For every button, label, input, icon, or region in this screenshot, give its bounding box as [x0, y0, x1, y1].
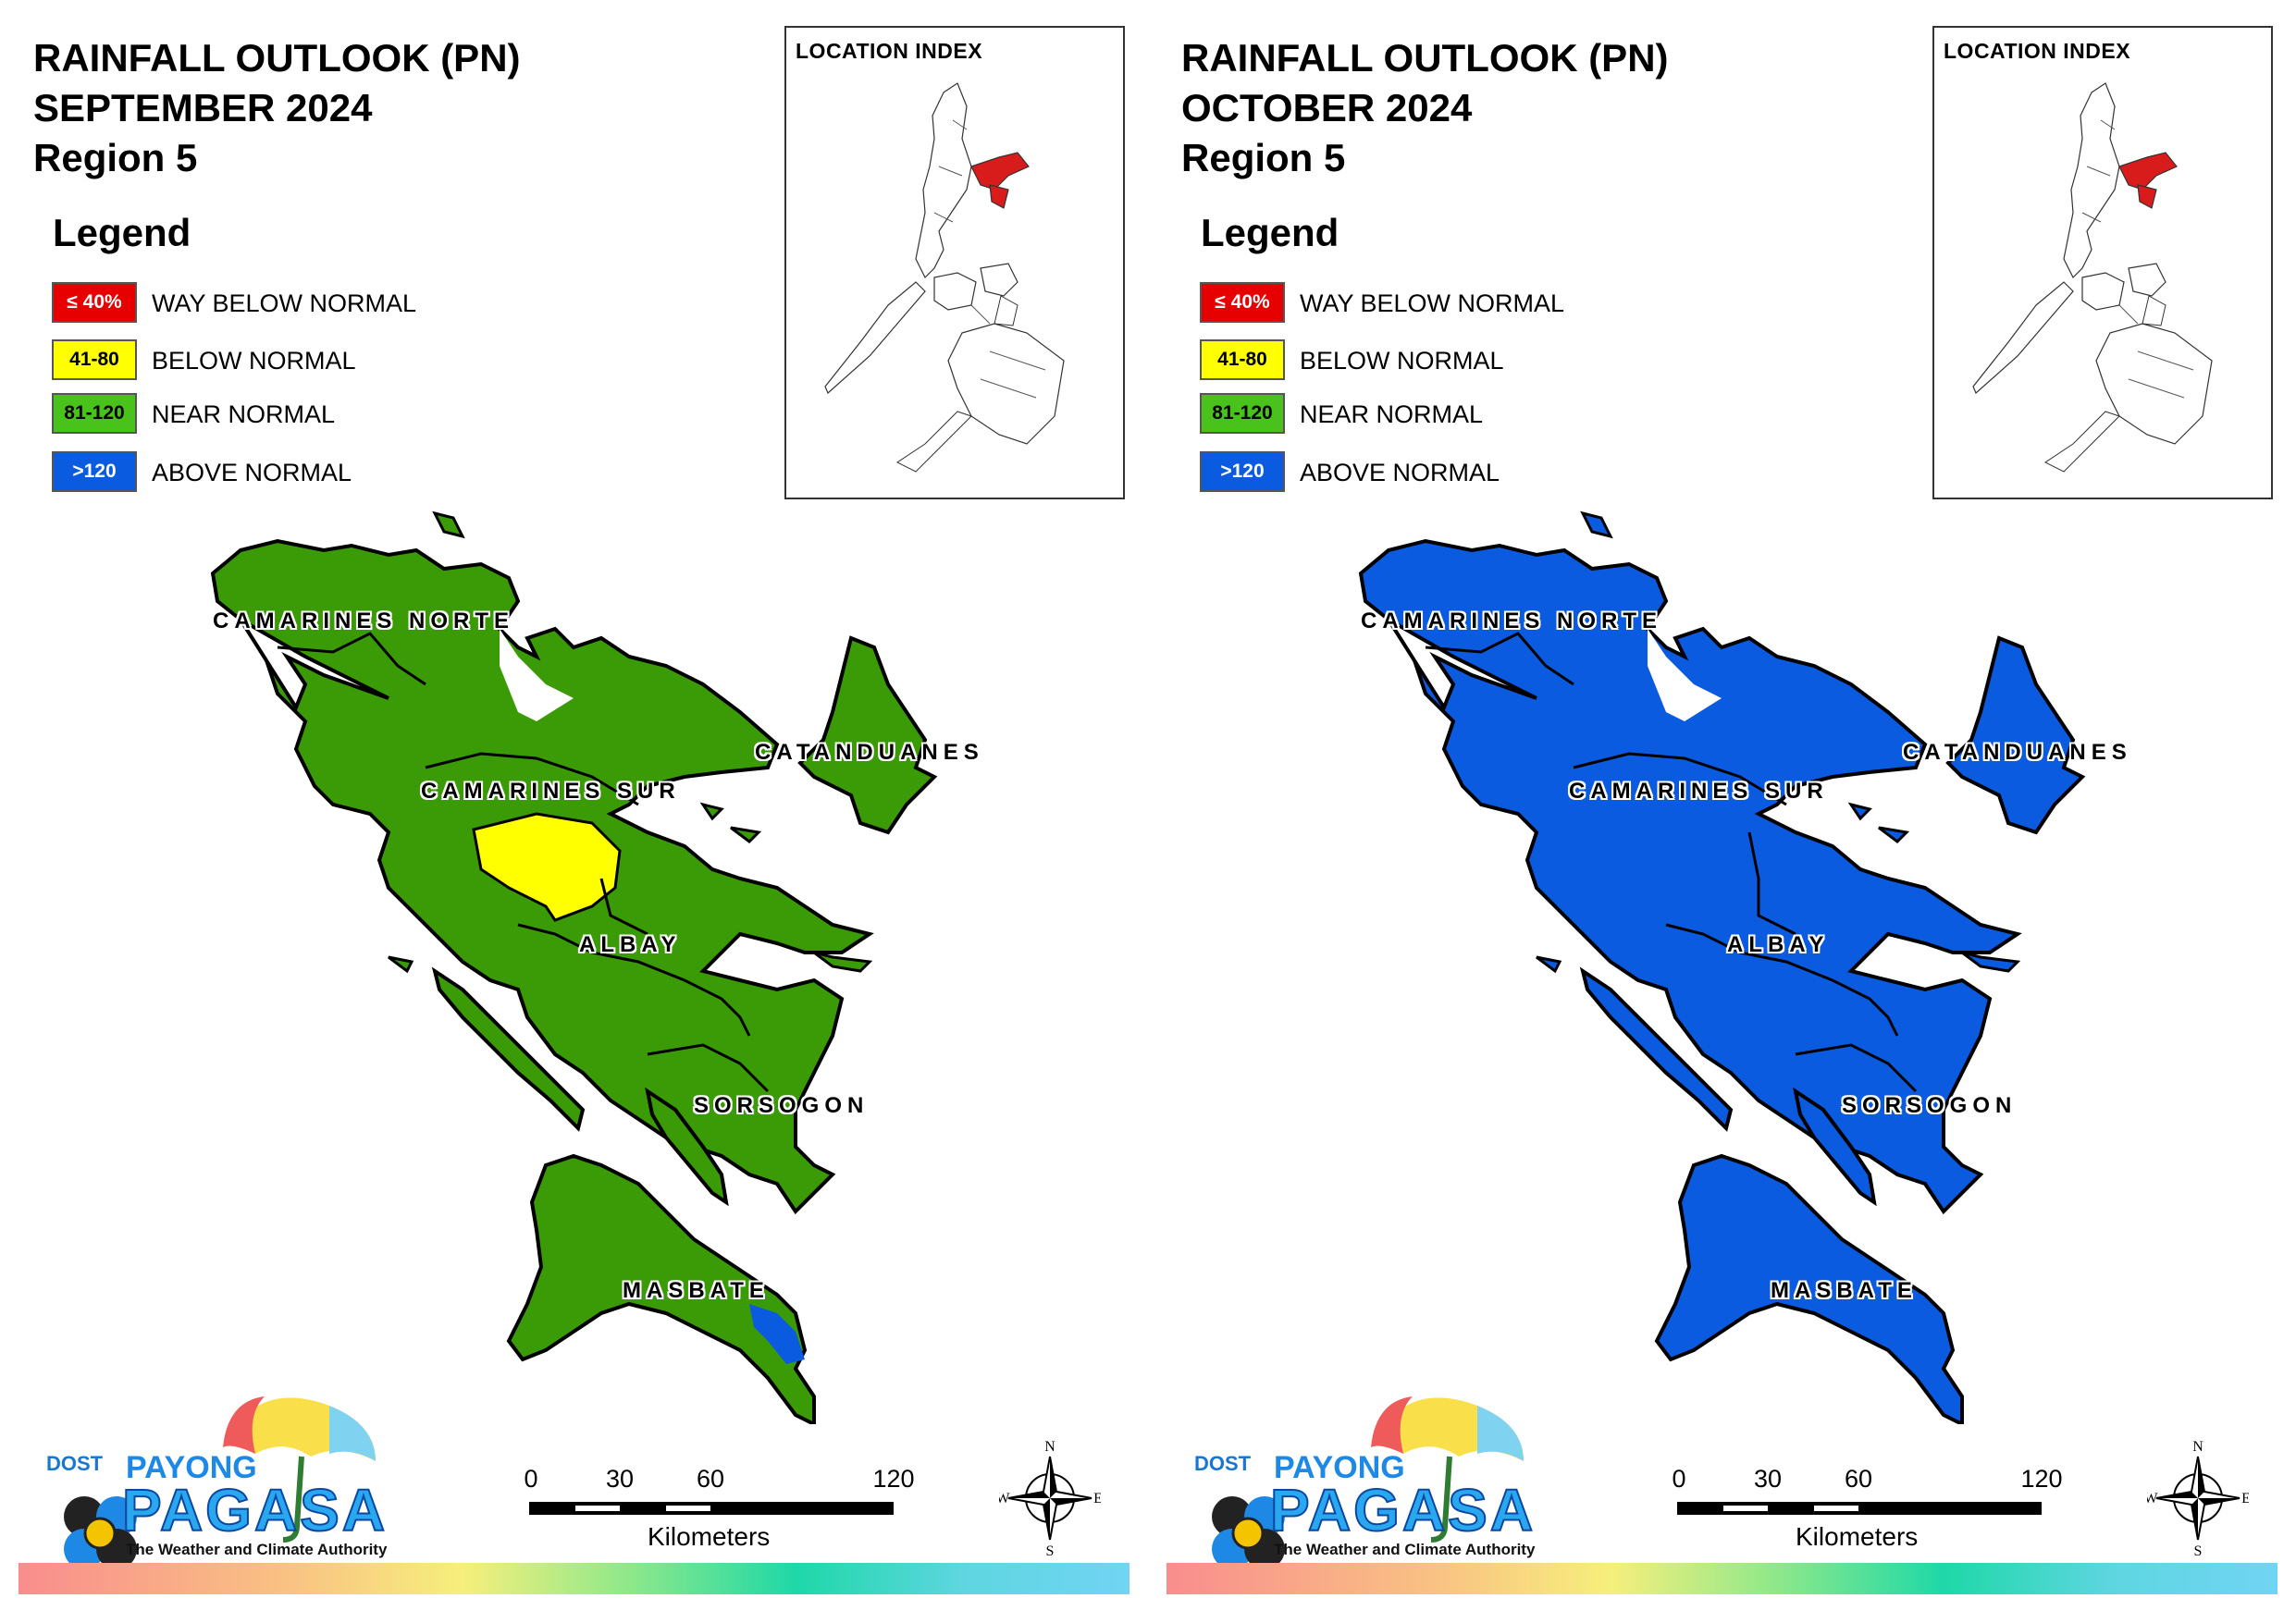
title-line-3: Region 5 [33, 136, 198, 179]
footer-gradient-bar [19, 1563, 1129, 1594]
logo-dost-text: DOST [46, 1452, 104, 1475]
logo-tagline: The Weather and Climate Authority [1274, 1541, 1536, 1558]
scale-tick: 0 [524, 1465, 538, 1493]
province-label-camarines-norte: CAMARINES NORTE [213, 609, 515, 633]
logo-pagasa-text: PAGASA [1269, 1476, 1537, 1544]
map-panel-october: RAINFALL OUTLOOK (PN) OCTOBER 2024 Regio… [1148, 0, 2296, 1623]
philippines-outline-map [1972, 82, 2213, 473]
legend-swatch: 81-120 [52, 393, 137, 434]
legend-swatch: ≤ 40% [1200, 282, 1285, 323]
province-label-masbate: MASBATE [1771, 1278, 1918, 1303]
scale-tick: 30 [605, 1465, 635, 1493]
province-label-albay: ALBAY [579, 932, 682, 957]
scale-tick: 0 [1672, 1465, 1686, 1493]
compass-rose-icon: N S E W [995, 1439, 1102, 1559]
umbrella-icon [64, 1396, 376, 1569]
title-line-2: SEPTEMBER 2024 [33, 86, 373, 129]
province-label-catanduanes: CATANDUANES [1903, 740, 2132, 765]
location-index-inset: LOCATION INDEX [1932, 26, 2273, 499]
scale-bar-graphic [1677, 1502, 2042, 1515]
scale-bar: 0 30 60 120 Kilometers [1672, 1465, 2062, 1557]
province-label-camarines-sur: CAMARINES SUR [1569, 779, 1829, 804]
compass-w: W [2147, 1491, 2158, 1506]
legend-label: NEAR NORMAL [1300, 400, 1484, 428]
province-label-albay: ALBAY [1727, 932, 1830, 957]
title-line-1: RAINFALL OUTLOOK (PN) [1181, 36, 1669, 80]
scale-tick: 30 [1753, 1465, 1783, 1493]
logo-pagasa-text: PAGASA [121, 1476, 389, 1544]
legend-swatch: >120 [1200, 451, 1285, 492]
scale-units-label: Kilometers [1796, 1522, 1919, 1551]
compass-s: S [2194, 1543, 2203, 1558]
legend-swatch: >120 [52, 451, 137, 492]
title-line-3: Region 5 [1181, 136, 1346, 179]
province-label-masbate: MASBATE [623, 1278, 770, 1303]
province-label-sorsogon: SORSOGON [1842, 1093, 2018, 1118]
legend-swatch: 41-80 [1200, 339, 1285, 380]
compass-e: E [1093, 1491, 1101, 1506]
legend-title: Legend [1201, 211, 1339, 254]
legend-label: WAY BELOW NORMAL [1300, 289, 1565, 317]
map-title: RAINFALL OUTLOOK (PN) OCTOBER 2024 Regio… [1181, 33, 1669, 183]
pagasa-logo: DOST PAYONG PAGASA The Weather and Clima… [33, 1387, 403, 1572]
legend-label: ABOVE NORMAL [152, 459, 352, 486]
pagasa-logo: DOST PAYONG PAGASA The Weather and Clima… [1181, 1387, 1551, 1572]
province-label-camarines-sur: CAMARINES SUR [421, 779, 681, 804]
scale-tick: 60 [1844, 1465, 1873, 1493]
province-label-sorsogon: SORSOGON [694, 1093, 870, 1118]
title-line-1: RAINFALL OUTLOOK (PN) [33, 36, 521, 80]
legend-title: Legend [53, 211, 191, 254]
footer-gradient-bar [1167, 1563, 2277, 1594]
inset-title: LOCATION INDEX [796, 39, 983, 63]
inset-title: LOCATION INDEX [1944, 39, 2131, 63]
umbrella-icon [1212, 1396, 1524, 1569]
region-5-choropleth-map [1358, 510, 2086, 1424]
legend-label: WAY BELOW NORMAL [152, 289, 417, 317]
province-label-catanduanes: CATANDUANES [755, 740, 984, 765]
north-arrow: N S E W [995, 1438, 1102, 1563]
scale-bar: 0 30 60 120 Kilometers [524, 1465, 914, 1557]
scale-bar-graphic [529, 1502, 894, 1515]
compass-s: S [1046, 1543, 1055, 1558]
scale-tick: 60 [696, 1465, 725, 1493]
legend-swatch: 41-80 [52, 339, 137, 380]
compass-rose-icon: N S E W [2143, 1439, 2250, 1559]
map-title: RAINFALL OUTLOOK (PN) SEPTEMBER 2024 Reg… [33, 33, 521, 183]
scale-tick: 120 [872, 1465, 915, 1493]
legend-label: BELOW NORMAL [1300, 347, 1504, 375]
philippines-outline-map [824, 82, 1065, 473]
region-5-choropleth-map [210, 510, 938, 1424]
scale-units-label: Kilometers [648, 1522, 771, 1551]
scale-tick: 120 [2020, 1465, 2063, 1493]
logo-payong-text: PAYONG [1274, 1450, 1405, 1485]
logo-payong-text: PAYONG [126, 1450, 257, 1485]
map-panel-september: RAINFALL OUTLOOK (PN) SEPTEMBER 2024 Reg… [19, 26, 1129, 1594]
legend-label: BELOW NORMAL [152, 347, 356, 375]
compass-w: W [999, 1491, 1010, 1506]
logo-dost-text: DOST [1194, 1452, 1252, 1475]
legend-label: ABOVE NORMAL [1300, 459, 1500, 486]
legend-swatch: ≤ 40% [52, 282, 137, 323]
compass-n: N [2192, 1439, 2203, 1455]
title-line-2: OCTOBER 2024 [1181, 86, 1473, 129]
compass-e: E [2241, 1491, 2249, 1506]
location-index-inset: LOCATION INDEX [784, 26, 1125, 499]
province-label-camarines-norte: CAMARINES NORTE [1361, 609, 1663, 633]
legend-swatch: 81-120 [1200, 393, 1285, 434]
north-arrow: N S E W [2143, 1438, 2250, 1563]
compass-n: N [1044, 1439, 1055, 1455]
logo-tagline: The Weather and Climate Authority [126, 1541, 388, 1558]
legend-label: NEAR NORMAL [152, 400, 336, 428]
